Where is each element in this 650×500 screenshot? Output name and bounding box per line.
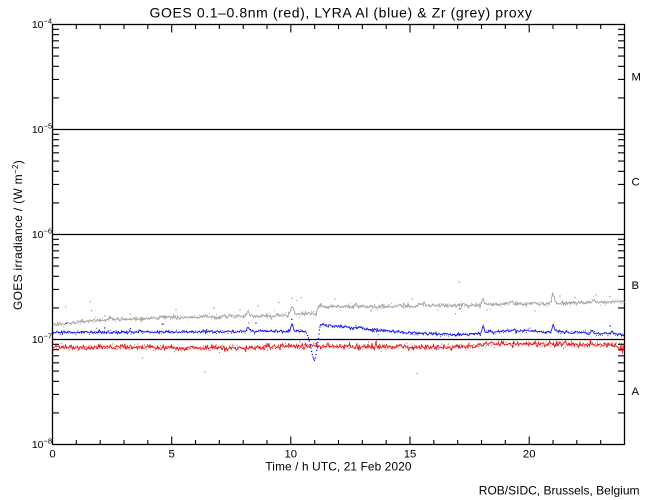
svg-text:M: M bbox=[632, 72, 641, 84]
svg-text:10: 10 bbox=[32, 19, 44, 31]
svg-text:A: A bbox=[632, 386, 640, 398]
svg-text:20: 20 bbox=[523, 449, 536, 461]
svg-text:10: 10 bbox=[285, 449, 298, 461]
svg-text:GOES 0.1–0.8nm (red), LYRA Al: GOES 0.1–0.8nm (red), LYRA Al (blue) & Z… bbox=[149, 5, 532, 21]
svg-text:−5: −5 bbox=[44, 122, 53, 131]
svg-text:−6: −6 bbox=[44, 227, 53, 236]
svg-text:GOES irradiance / (W m−2): GOES irradiance / (W m−2) bbox=[11, 160, 25, 310]
svg-text:ROB/SIDC, Brussels, Belgium: ROB/SIDC, Brussels, Belgium bbox=[479, 484, 640, 498]
svg-text:B: B bbox=[632, 280, 640, 292]
svg-text:Time / h UTC, 21 Feb 2020: Time / h UTC, 21 Feb 2020 bbox=[265, 460, 412, 474]
svg-text:−4: −4 bbox=[44, 17, 53, 26]
svg-text:0: 0 bbox=[49, 449, 55, 461]
svg-text:10: 10 bbox=[32, 334, 44, 346]
svg-text:15: 15 bbox=[404, 449, 417, 461]
svg-text:5: 5 bbox=[169, 449, 175, 461]
svg-text:10: 10 bbox=[32, 229, 44, 241]
svg-text:−7: −7 bbox=[44, 332, 53, 341]
svg-text:10: 10 bbox=[32, 439, 44, 451]
svg-text:−8: −8 bbox=[44, 437, 53, 446]
svg-text:10: 10 bbox=[32, 124, 44, 136]
svg-text:C: C bbox=[632, 177, 640, 189]
